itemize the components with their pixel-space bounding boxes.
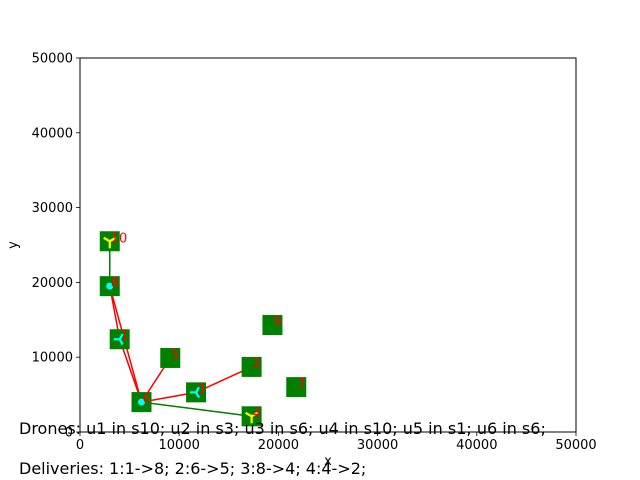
station-label: 8	[111, 276, 119, 291]
station-label: 3	[197, 382, 205, 397]
drones-caption: Drones: u1 in s10; u2 in s3; u3 in s6; u…	[19, 419, 546, 438]
x-tick-label: 20000	[258, 438, 299, 453]
drone-tri-left-marker	[195, 386, 201, 393]
x-tick-label: 40000	[456, 438, 497, 453]
drone-dot-marker	[138, 398, 146, 406]
drone-tri-down-marker	[251, 411, 259, 418]
y-tick-label: 10000	[32, 351, 73, 366]
station-square	[286, 377, 307, 398]
x-tick-label: 30000	[357, 438, 398, 453]
y-axis-label: y	[6, 241, 21, 249]
station-label: 9	[273, 315, 281, 330]
drone-tri-left-marker	[118, 333, 124, 340]
x-tick-label: 0	[76, 438, 84, 453]
station-label: 2	[253, 357, 261, 372]
drone-tri-left-marker	[118, 338, 124, 345]
y-tick-label: 40000	[32, 126, 73, 141]
drone-tri-down-marker	[245, 411, 253, 418]
drone-tri-down-marker	[103, 236, 111, 243]
y-tick-label: 20000	[32, 276, 73, 291]
deliveries-caption: Deliveries: 1:1->8; 2:6->5; 3:8->4; 4:4-…	[19, 459, 367, 478]
green-route-line	[141, 401, 252, 418]
axes-frame	[79, 57, 577, 433]
station-label: 7	[297, 377, 305, 392]
x-axis-label: x	[324, 454, 332, 469]
x-tick-label: 50000	[555, 438, 596, 453]
station-square	[160, 347, 181, 368]
drone-dot-marker	[106, 282, 114, 290]
y-tick-label: 30000	[32, 201, 73, 216]
drone-tri-down-marker	[109, 236, 117, 243]
station-label: 10	[111, 231, 128, 246]
plot-area: 0 10000 20000 30000 40000 50000 0 10000 20000 300…	[6, 52, 597, 470]
y-tick-label: 0	[65, 426, 73, 441]
station-label: 4	[253, 406, 261, 421]
x-tick-label: 10000	[159, 438, 200, 453]
station-label: 5	[171, 348, 179, 363]
y-tick-label: 50000	[32, 52, 73, 67]
red-route-line	[109, 285, 252, 403]
station-label: 1	[121, 329, 129, 344]
drone-tri-left-marker	[195, 391, 201, 399]
red-route-line	[109, 286, 171, 404]
station-label: 6	[143, 392, 151, 407]
station-square	[241, 356, 262, 377]
station-square	[262, 315, 283, 336]
